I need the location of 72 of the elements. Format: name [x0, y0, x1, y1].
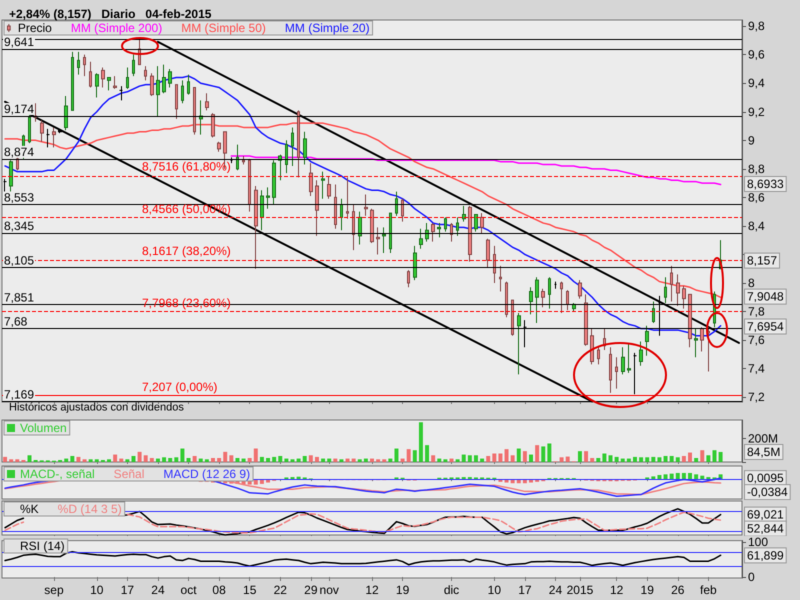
text: MM (Simple 20)	[284, 21, 370, 35]
annotation: 84,5M	[747, 445, 780, 460]
ref-line-label: 8,105	[4, 253, 34, 268]
y-tick-label: 8,8	[748, 162, 766, 176]
ref-line-label: 9,174	[4, 102, 34, 116]
annotation: 7,6954	[747, 319, 784, 334]
series-label: RSI (14)	[20, 539, 65, 553]
x-tick-label: 24	[151, 583, 165, 597]
ref-line-label: 8,874	[4, 144, 34, 159]
ref-line-label: 8,553	[4, 190, 34, 205]
ref-line-label: 7,68	[4, 314, 28, 329]
x-tick-label: 12	[610, 583, 624, 597]
annotation: 61,899	[747, 548, 784, 562]
x-tick-label: oct	[180, 583, 198, 597]
series-label: %K	[20, 502, 39, 516]
text: 52,844	[747, 522, 784, 536]
x-tick-label: 10	[488, 583, 502, 597]
x-tick-label: 2015	[566, 583, 594, 597]
annotation: 8,7516 (61,80%)	[142, 160, 231, 174]
x-tick-label: 15	[243, 583, 257, 597]
annotation: 8,157	[747, 254, 778, 268]
series-label: MACD (12 26 9)	[163, 467, 250, 481]
x-tick-label: 29	[304, 583, 318, 597]
y-tick-label: 8	[748, 276, 755, 290]
y-tick-label: 9,2	[748, 104, 766, 119]
y-tick-label: 0	[748, 570, 755, 584]
x-tick-label: 19	[396, 583, 410, 597]
y-tick-label: 7,6	[748, 333, 766, 348]
y-tick-label: 8,4	[748, 218, 766, 233]
y-tick-label: 9	[748, 133, 755, 148]
series-label: %D (14 3 5)	[58, 502, 122, 516]
x-tick-label: 17	[120, 583, 134, 597]
y-tick-label: 7,2	[748, 390, 766, 404]
text: MM (Simple 50)	[181, 21, 266, 35]
y-tick-label: 9,8	[748, 19, 766, 34]
annotation: Históricos ajustados con dividendos	[9, 402, 184, 414]
text: Señal	[114, 467, 144, 481]
y-tick-label: 7,4	[748, 362, 766, 376]
annotation: 8,1617 (38,20%)	[142, 244, 231, 258]
ref-line-label: 9,641	[4, 34, 34, 49]
legend-label: MACD-, señal	[20, 467, 95, 481]
annotation: 7,9048	[747, 290, 784, 304]
ref-line-label: 8,345	[4, 219, 34, 234]
x-tick-label: 19	[640, 583, 654, 597]
x-tick-label: 24	[548, 583, 562, 597]
ref-line-label: 7,169	[4, 387, 34, 402]
x-tick-label: 08	[212, 583, 226, 597]
x-tick-label: 22	[274, 583, 288, 597]
annotation: 69,021	[747, 508, 784, 522]
y-tick-label: 8,6	[748, 190, 766, 204]
annotation: 0,0095	[747, 471, 784, 486]
text: -0,0384	[747, 485, 788, 500]
ref-line-label: 7,851	[4, 290, 34, 304]
y-tick-label: 200M	[748, 431, 778, 446]
y-tick-label: 9,4	[748, 76, 766, 90]
chart-title: +2,84% (8,157) Diario 04-feb-2015	[9, 7, 212, 21]
legend-label: Precio	[18, 21, 52, 35]
x-tick-label: 17	[518, 583, 532, 597]
x-tick-label: 26	[671, 583, 685, 597]
annotation: 8,6933	[747, 177, 784, 192]
y-tick-label: 100	[748, 535, 768, 549]
x-tick-label: 10	[90, 583, 104, 597]
x-tick-label: feb	[700, 583, 718, 597]
x-tick-label: nov	[320, 583, 339, 597]
y-tick-label: 9,6	[748, 48, 766, 62]
annotation: 7,207 (0,00%)	[142, 380, 218, 394]
x-tick-label: sep	[44, 583, 64, 597]
text: MM (Simple 200)	[70, 21, 162, 35]
legend-label: Volumen	[20, 421, 67, 435]
x-tick-label: 12	[365, 583, 379, 597]
x-tick-label: dic	[444, 583, 460, 597]
y-tick-label: 7,8	[748, 304, 766, 319]
